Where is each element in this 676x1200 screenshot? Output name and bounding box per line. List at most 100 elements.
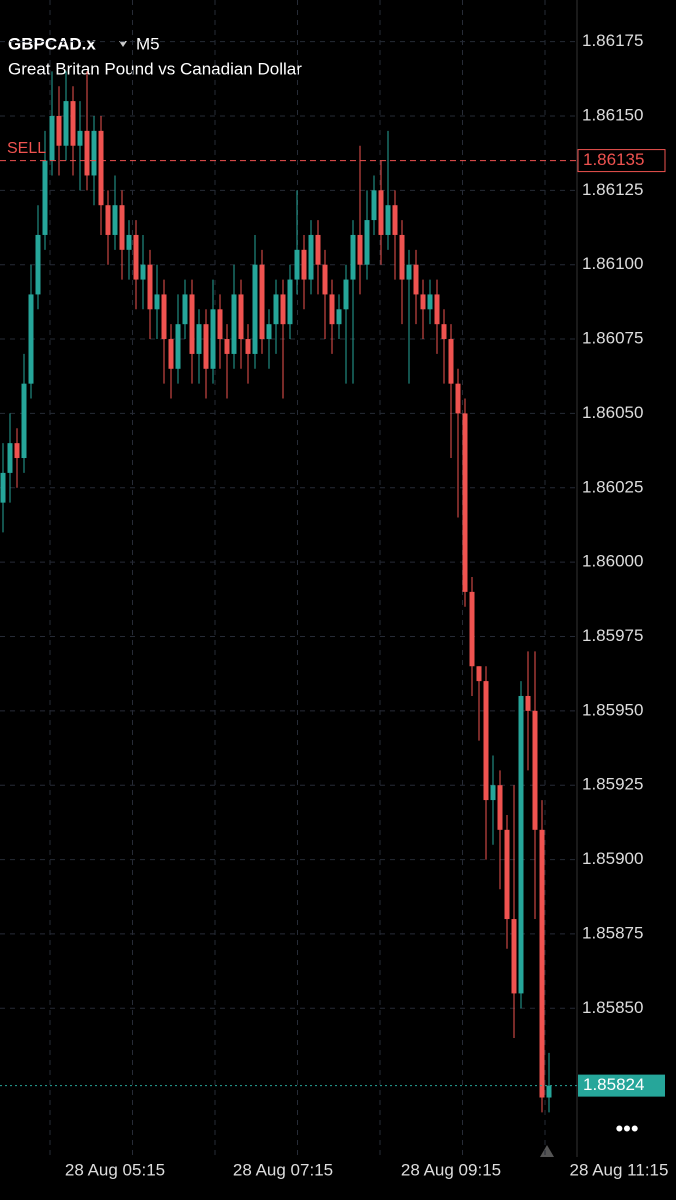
candle-body: [126, 234, 132, 250]
candle-body: [273, 294, 279, 325]
x-tick-label: 28 Aug 05:15: [65, 1160, 165, 1179]
candle-body: [266, 324, 272, 340]
candle-body: [294, 249, 300, 280]
candle-body: [147, 264, 153, 310]
y-tick-label: 1.86025: [582, 477, 643, 496]
candle-body: [119, 205, 125, 250]
candle-body: [105, 205, 111, 235]
dropdown-icon[interactable]: [119, 41, 127, 47]
candle-body: [462, 413, 468, 592]
candle-body: [420, 294, 426, 310]
order-price-label: 1.86135: [583, 150, 644, 169]
candle-body: [35, 234, 41, 295]
candle-body: [140, 264, 146, 280]
candle-body: [427, 294, 433, 310]
y-tick-label: 1.85975: [582, 626, 643, 645]
candle-body: [161, 294, 167, 340]
candle-body: [280, 294, 286, 325]
candle-body: [483, 681, 489, 801]
y-tick-label: 1.85900: [582, 849, 643, 868]
order-label: SELL: [7, 140, 46, 157]
subtitle: Great Britan Pound vs Canadian Dollar: [8, 59, 302, 78]
candle-body: [413, 264, 419, 295]
y-tick-label: 1.86000: [582, 552, 643, 571]
order-price-box: [577, 149, 666, 173]
candle-body: [203, 324, 209, 369]
candle-body: [497, 785, 503, 830]
candle-body: [14, 443, 20, 459]
timeframe[interactable]: M5: [136, 34, 160, 53]
candle-body: [399, 234, 405, 280]
candle-body: [0, 472, 6, 503]
candle-body: [406, 264, 412, 280]
y-tick-label: 1.85875: [582, 923, 643, 942]
x-tick-label: 28 Aug 09:15: [401, 1160, 501, 1179]
candle-body: [532, 710, 538, 830]
candle-body: [504, 829, 510, 920]
candle-body: [308, 234, 314, 280]
x-tick-label: 28 Aug 11:15: [570, 1160, 669, 1179]
candle-body: [224, 339, 230, 354]
candle-body: [343, 279, 349, 310]
candle-body: [378, 190, 384, 235]
y-tick-label: 1.85925: [582, 775, 643, 794]
y-tick-label: 1.85950: [582, 700, 643, 719]
candle-body: [84, 130, 90, 176]
candle-body: [245, 339, 251, 354]
candle-body: [322, 264, 328, 295]
current-price-label: 1.85824: [583, 1075, 644, 1094]
x-tick-label: 28 Aug 07:15: [233, 1160, 333, 1179]
candle-body: [385, 205, 391, 235]
symbol[interactable]: GBPCAD.x: [8, 34, 96, 53]
candle-body: [175, 324, 181, 369]
candle-body: [357, 234, 363, 265]
candle-body: [77, 130, 83, 146]
candle-body: [287, 279, 293, 325]
candle-body: [448, 339, 454, 384]
candle-body: [154, 294, 160, 310]
candle-body: [112, 205, 118, 235]
y-tick-label: 1.86075: [582, 329, 643, 348]
candle-body: [56, 115, 62, 146]
candle-body: [168, 339, 174, 369]
candle-body: [189, 294, 195, 354]
y-tick-label: 1.86175: [582, 31, 643, 50]
candle-body: [490, 785, 496, 801]
candle-body: [259, 264, 265, 340]
candle-body: [441, 324, 447, 340]
candle-body: [518, 695, 524, 994]
candle-body: [182, 294, 188, 325]
scroll-arrow[interactable]: [540, 1145, 554, 1157]
candle-body: [350, 234, 356, 280]
y-tick-label: 1.85850: [582, 998, 643, 1017]
candle-body: [231, 294, 237, 354]
candle-body: [28, 294, 34, 384]
candle-body: [252, 264, 258, 354]
candle-body: [196, 324, 202, 354]
candle-body: [210, 309, 216, 369]
more-icon[interactable]: •••: [615, 1116, 638, 1141]
y-tick-label: 1.86050: [582, 403, 643, 422]
candle-body: [371, 190, 377, 221]
candle-body: [455, 383, 461, 414]
candle-body: [133, 234, 139, 280]
candle-body: [525, 695, 531, 711]
candle-body: [98, 130, 104, 206]
candle-body: [63, 101, 69, 146]
candle-body: [539, 829, 545, 1098]
candle-body: [301, 249, 307, 280]
candle-body: [217, 309, 223, 340]
candle-body: [70, 101, 76, 146]
candle-body: [336, 309, 342, 325]
candle-body: [21, 383, 27, 459]
candle-body: [7, 443, 13, 473]
candle-body: [469, 591, 475, 667]
candle-body: [546, 1085, 552, 1098]
candle-body: [511, 919, 517, 994]
current-price-box: [578, 1074, 665, 1097]
y-tick-label: 1.86125: [582, 180, 643, 199]
candle-body: [434, 294, 440, 325]
candle-body: [49, 115, 55, 161]
